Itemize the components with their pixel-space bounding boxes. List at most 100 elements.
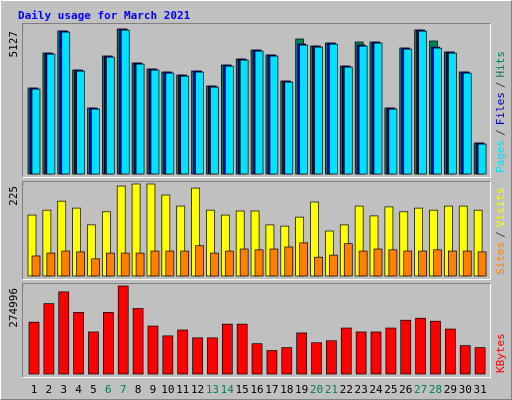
bar [329, 254, 338, 277]
bar [91, 108, 100, 175]
bar [477, 251, 487, 277]
bar [477, 143, 487, 175]
x-tick-label: 31 [473, 383, 486, 396]
bar [462, 250, 472, 277]
bar [221, 323, 233, 375]
legend-entry: Hits [494, 51, 507, 78]
x-tick-label: 17 [265, 383, 278, 396]
bar [355, 331, 367, 375]
bar [117, 285, 129, 375]
x-tick-label: 18 [280, 383, 293, 396]
bar [180, 75, 190, 175]
bar [284, 246, 294, 277]
x-tick-label: 30 [459, 383, 472, 396]
bar [343, 243, 353, 277]
bar [210, 252, 219, 277]
bar [224, 250, 234, 277]
bar [150, 250, 160, 277]
x-tick-label: 9 [150, 383, 157, 396]
bar [239, 248, 249, 277]
bar [120, 29, 130, 175]
bar [31, 255, 41, 277]
bar [105, 56, 115, 175]
bar [299, 242, 309, 277]
bar [254, 249, 264, 277]
bar [177, 329, 189, 375]
legend-entry: KBytes [494, 333, 507, 373]
bar [400, 319, 412, 375]
x-tick-label: 6 [105, 383, 112, 396]
x-tick-label: 19 [295, 383, 308, 396]
bar [430, 320, 441, 375]
y-tick-label: 274996 [7, 288, 20, 328]
y-tick-label: 5127 [7, 31, 20, 58]
bar [314, 46, 323, 175]
x-tick-label: 11 [176, 383, 189, 396]
legend: Pages / Files / Hits [494, 51, 507, 173]
bar [180, 250, 190, 277]
bar [251, 343, 263, 375]
bar [46, 53, 56, 175]
bar [135, 63, 145, 175]
x-tick-label: 16 [250, 383, 263, 396]
bar [373, 42, 383, 175]
bar [102, 312, 114, 375]
bar [459, 345, 471, 375]
bar [370, 331, 382, 375]
bar [358, 250, 368, 277]
panel-border [22, 283, 491, 378]
bar [269, 55, 279, 175]
legend-separator: / [494, 231, 507, 238]
legend-separator: / [494, 129, 507, 136]
bar [311, 342, 322, 375]
x-tick-label: 8 [135, 383, 142, 396]
x-tick-label: 3 [60, 383, 67, 396]
bar [433, 249, 442, 277]
bar [299, 44, 309, 175]
legend-entry: Pages [494, 140, 507, 173]
bar [415, 317, 426, 375]
bar [284, 81, 294, 175]
bar [474, 347, 486, 375]
bar [162, 335, 174, 375]
panel-border [22, 283, 491, 378]
x-tick-label: 1 [31, 383, 38, 396]
bar [210, 86, 219, 175]
x-tick-label: 14 [221, 383, 235, 396]
panel-border [22, 181, 491, 280]
bar [418, 30, 427, 175]
panel-border [22, 23, 491, 178]
legend-entry: Sites [494, 242, 507, 275]
bar [195, 245, 204, 277]
bar [358, 45, 368, 175]
bar [28, 321, 40, 375]
x-tick-label: 22 [340, 383, 353, 396]
bar [236, 323, 248, 375]
bar [224, 65, 234, 175]
bar [445, 328, 456, 375]
bar [31, 88, 41, 175]
bar [418, 250, 427, 277]
bar [76, 70, 85, 175]
x-tick-label: 23 [355, 383, 368, 396]
bar [448, 250, 457, 277]
bar [269, 248, 279, 277]
bar [43, 303, 55, 375]
bar [105, 252, 115, 277]
x-tick-label: 4 [75, 383, 82, 396]
x-tick-label: 5 [90, 383, 97, 396]
x-tick-label: 25 [384, 383, 397, 396]
bar [58, 291, 70, 375]
panel-border [22, 23, 491, 178]
bar [403, 250, 413, 277]
bar [61, 31, 71, 175]
bar [433, 47, 442, 175]
bar [329, 43, 338, 175]
bar [120, 252, 130, 277]
x-tick-label: 27 [414, 383, 427, 396]
bar [135, 252, 145, 277]
bar [46, 252, 56, 277]
bar [326, 340, 337, 375]
x-tick-label: 29 [444, 383, 457, 396]
